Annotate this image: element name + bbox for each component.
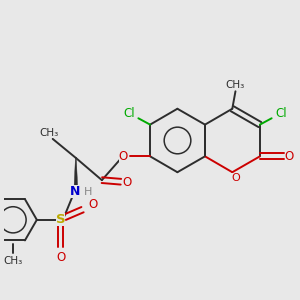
Text: O: O [123,176,132,189]
Text: H: H [84,187,92,197]
Text: O: O [88,198,98,211]
Text: Cl: Cl [123,107,135,120]
Text: O: O [231,173,240,183]
Text: O: O [119,150,128,163]
Text: S: S [56,213,65,226]
Text: N: N [70,185,80,198]
Text: O: O [56,251,65,264]
Text: O: O [285,150,294,163]
Text: CH₃: CH₃ [39,128,58,137]
Polygon shape [74,158,78,191]
Text: CH₃: CH₃ [226,80,245,90]
Text: Cl: Cl [275,107,287,120]
Text: CH₃: CH₃ [3,256,23,266]
